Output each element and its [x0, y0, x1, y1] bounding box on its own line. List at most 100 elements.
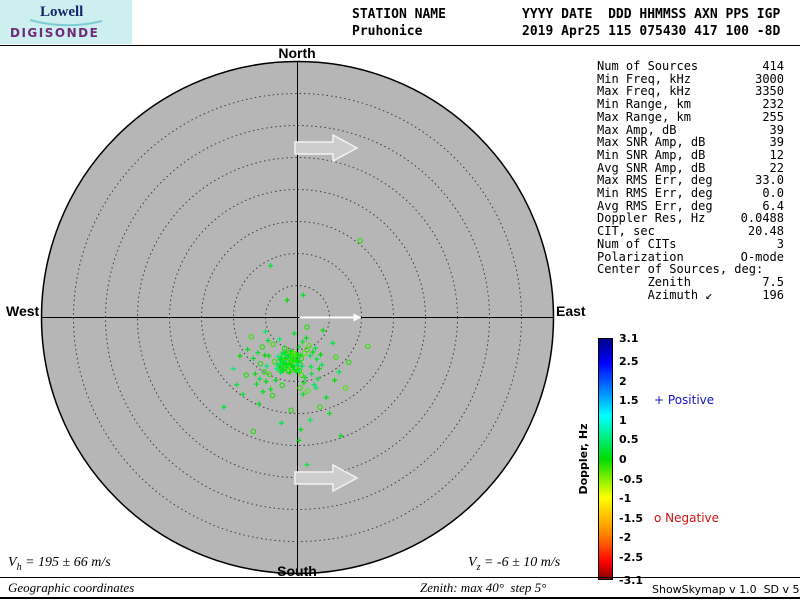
footer-divider	[0, 577, 800, 578]
source-point	[312, 345, 319, 351]
colorbar-tick-label: 2	[619, 374, 627, 388]
source-point	[289, 358, 296, 364]
source-point	[244, 346, 251, 353]
source-point	[280, 362, 286, 369]
stat-label: CIT, sec	[597, 224, 655, 239]
source-point	[365, 343, 371, 350]
source-point	[280, 360, 287, 366]
source-point	[301, 350, 308, 357]
stat-label: Avg SNR Amp, dB	[597, 160, 706, 175]
stat-value: 0.0488	[740, 211, 784, 226]
circle-marker-icon: o	[654, 511, 662, 525]
program-version-text: ShowSkymap v 1.0 SD v 5.1	[652, 583, 800, 596]
horizontal-velocity-value: Vh = 195 ± 66 m/s	[8, 555, 111, 573]
source-point	[278, 420, 285, 426]
source-point	[298, 372, 305, 378]
stat-label: Min RMS Err, deg	[597, 186, 713, 201]
source-point	[316, 366, 322, 372]
source-point	[323, 394, 329, 401]
source-point	[262, 352, 268, 358]
doppler-axis-label: Doppler, Hz	[577, 423, 590, 495]
source-point	[342, 385, 349, 391]
stat-value: 39	[769, 135, 784, 150]
stat-value: 12	[769, 147, 784, 162]
source-point	[330, 340, 336, 346]
source-point	[294, 362, 300, 368]
stat-label: Max Amp, dB	[597, 122, 677, 137]
stat-value: 39	[769, 122, 784, 137]
logo-swoosh-icon	[29, 19, 103, 27]
stat-row: Polarization O-mode	[597, 250, 784, 264]
stat-label: Zenith	[597, 274, 691, 289]
source-point	[345, 359, 352, 366]
stat-value: 3	[776, 236, 784, 251]
vh-text: = 195 ± 66 m/s	[21, 555, 111, 570]
stat-row: Max Range, km 255	[597, 111, 784, 124]
source-point	[291, 330, 297, 337]
stat-value: 3000	[755, 71, 784, 86]
source-point	[275, 362, 281, 368]
source-point	[270, 341, 276, 348]
source-point	[279, 367, 285, 373]
source-point	[336, 369, 342, 375]
colorbar-tick-label: 1.5	[619, 394, 639, 408]
compass-south-label: South	[277, 563, 317, 579]
stat-label: Min Freq, kHz	[597, 71, 691, 86]
source-point	[265, 337, 271, 344]
compass-north-label: North	[278, 45, 316, 61]
stat-row: Num of CITs 3	[597, 238, 784, 251]
source-point	[288, 407, 294, 414]
colorbar-tick-label: -1.5	[619, 511, 644, 525]
source-point	[300, 339, 306, 345]
header-divider	[0, 45, 800, 46]
source-point	[304, 324, 310, 330]
doppler-colorbar-group: 3.1 2.5 2 1.5 1 0.5 0 -0.5 -1 -1.5 -2 -2.5 -3.1	[598, 332, 643, 587]
source-point	[308, 371, 315, 377]
source-point	[263, 378, 269, 385]
source-point	[338, 433, 344, 439]
stat-label: Max RMS Err, deg	[597, 173, 713, 188]
source-point	[291, 366, 297, 372]
source-point	[296, 367, 303, 374]
colorbar-tick-label: -1	[619, 492, 632, 506]
source-point	[303, 335, 310, 341]
source-point	[268, 386, 274, 392]
source-point	[278, 355, 284, 361]
stat-row: Max RMS Err, deg 33.0	[597, 174, 784, 187]
source-point	[284, 361, 290, 367]
source-point	[297, 385, 303, 391]
stat-value: 6.4	[762, 198, 784, 213]
source-point	[307, 417, 313, 423]
plus-marker-icon: +	[654, 393, 665, 407]
colorbar-tick-label: -2.5	[619, 550, 644, 564]
source-point	[282, 352, 288, 358]
source-point	[248, 333, 255, 340]
stat-row: Zenith 7.5	[597, 276, 784, 289]
source-point	[296, 344, 302, 350]
source-point	[326, 410, 333, 417]
vh-subscript: h	[16, 561, 22, 573]
source-point	[287, 348, 294, 354]
stat-row: CIT, sec 20.48	[597, 225, 784, 238]
source-point	[298, 355, 305, 362]
legend-positive-label: Positive	[667, 393, 715, 407]
source-point	[317, 404, 323, 410]
vz-text: = -6 ± 10 m/s	[480, 555, 561, 570]
source-point	[288, 359, 294, 366]
source-point	[284, 364, 291, 371]
vz-symbol: V	[468, 555, 477, 570]
source-point	[264, 363, 270, 369]
stat-row: Max Freq, kHz 3350	[597, 85, 784, 98]
source-point	[273, 377, 279, 383]
source-point	[250, 355, 256, 362]
source-point	[261, 369, 267, 375]
datetime-header-value: 2019 Apr25 115 075430 417 100 -8D	[522, 24, 781, 39]
source-point	[266, 371, 273, 378]
source-point	[299, 363, 305, 369]
statistics-panel: Num of Sources 414 Min Freq, kHz 3000 Max Fr…	[597, 60, 784, 301]
stat-row: Min RMS Err, deg 0.0	[597, 187, 784, 200]
stat-label: Center of Sources, deg:	[597, 262, 764, 277]
east-direction-arrow-icon	[294, 133, 359, 163]
stat-row: Avg SNR Amp, dB 22	[597, 160, 784, 175]
source-point	[311, 382, 317, 388]
